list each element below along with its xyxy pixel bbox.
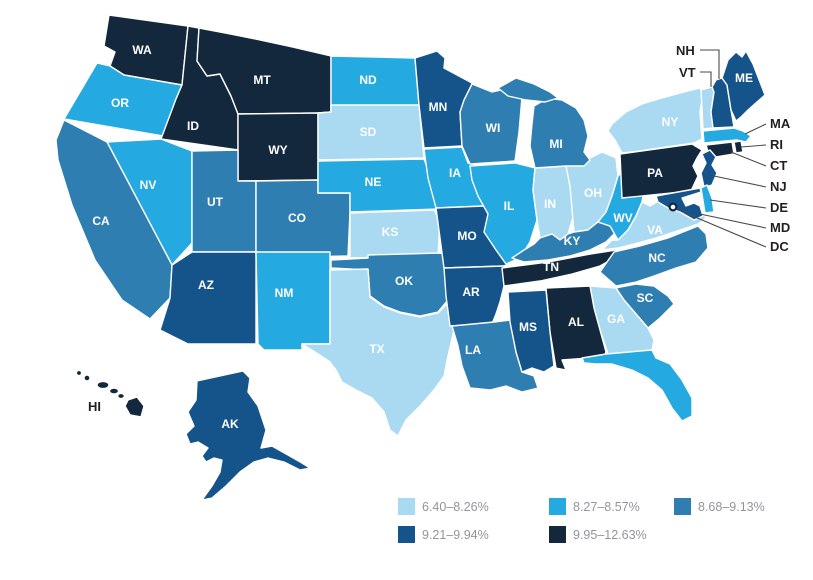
dc-marker[interactable]	[668, 202, 678, 212]
state-de[interactable]	[700, 184, 715, 214]
state-nd[interactable]	[330, 55, 420, 113]
state-ar[interactable]	[443, 265, 513, 327]
leader-line-ri	[740, 144, 767, 148]
state-nj[interactable]	[700, 149, 718, 188]
state-az[interactable]	[159, 251, 257, 345]
state-ks[interactable]	[349, 209, 441, 259]
state-ca[interactable]	[55, 119, 173, 320]
state-sd[interactable]	[317, 104, 425, 161]
callout-label-vt: VT	[679, 65, 696, 80]
callout-label-hi: HI	[88, 399, 101, 414]
state-nm[interactable]	[255, 251, 331, 351]
state-nc[interactable]	[599, 225, 709, 287]
callout-label-dc: DC	[770, 239, 789, 254]
callout-label-ri: RI	[770, 137, 783, 152]
leader-line-md	[699, 213, 767, 229]
state-me[interactable]	[721, 50, 766, 122]
state-mi[interactable]	[497, 77, 591, 169]
state-shapes	[55, 14, 766, 501]
state-ms[interactable]	[507, 289, 555, 373]
leader-line-ma	[744, 123, 767, 135]
callout-label-de: DE	[770, 200, 788, 215]
leader-line-nj	[713, 175, 767, 188]
state-pa[interactable]	[619, 143, 703, 199]
state-ma[interactable]	[702, 127, 752, 144]
leader-line-nh	[700, 49, 720, 79]
leader-line-vt	[700, 71, 712, 87]
state-ky[interactable]	[511, 221, 617, 263]
state-mt[interactable]	[196, 27, 332, 115]
callout-label-nj: NJ	[770, 179, 787, 194]
leader-lines	[675, 49, 767, 248]
state-ak[interactable]	[185, 370, 311, 501]
callout-label-md: MD	[770, 220, 790, 235]
state-wy[interactable]	[237, 112, 319, 182]
state-ri[interactable]	[733, 140, 744, 154]
leader-line-de	[709, 199, 767, 209]
state-fl[interactable]	[581, 349, 693, 422]
state-wi[interactable]	[459, 83, 523, 165]
callout-label-ma: MA	[770, 116, 791, 131]
callout-label-ct: CT	[770, 158, 787, 173]
leader-line-ct	[730, 151, 767, 167]
callout-label-nh: NH	[676, 43, 695, 58]
callout-labels: NH VT MA RI CT NJ DE MD DC HI	[88, 43, 791, 414]
state-ny[interactable]	[607, 87, 704, 154]
leader-line-dc	[675, 208, 767, 248]
state-tx[interactable]	[301, 268, 457, 437]
state-hi[interactable]	[75, 369, 145, 418]
state-md[interactable]	[655, 187, 704, 221]
